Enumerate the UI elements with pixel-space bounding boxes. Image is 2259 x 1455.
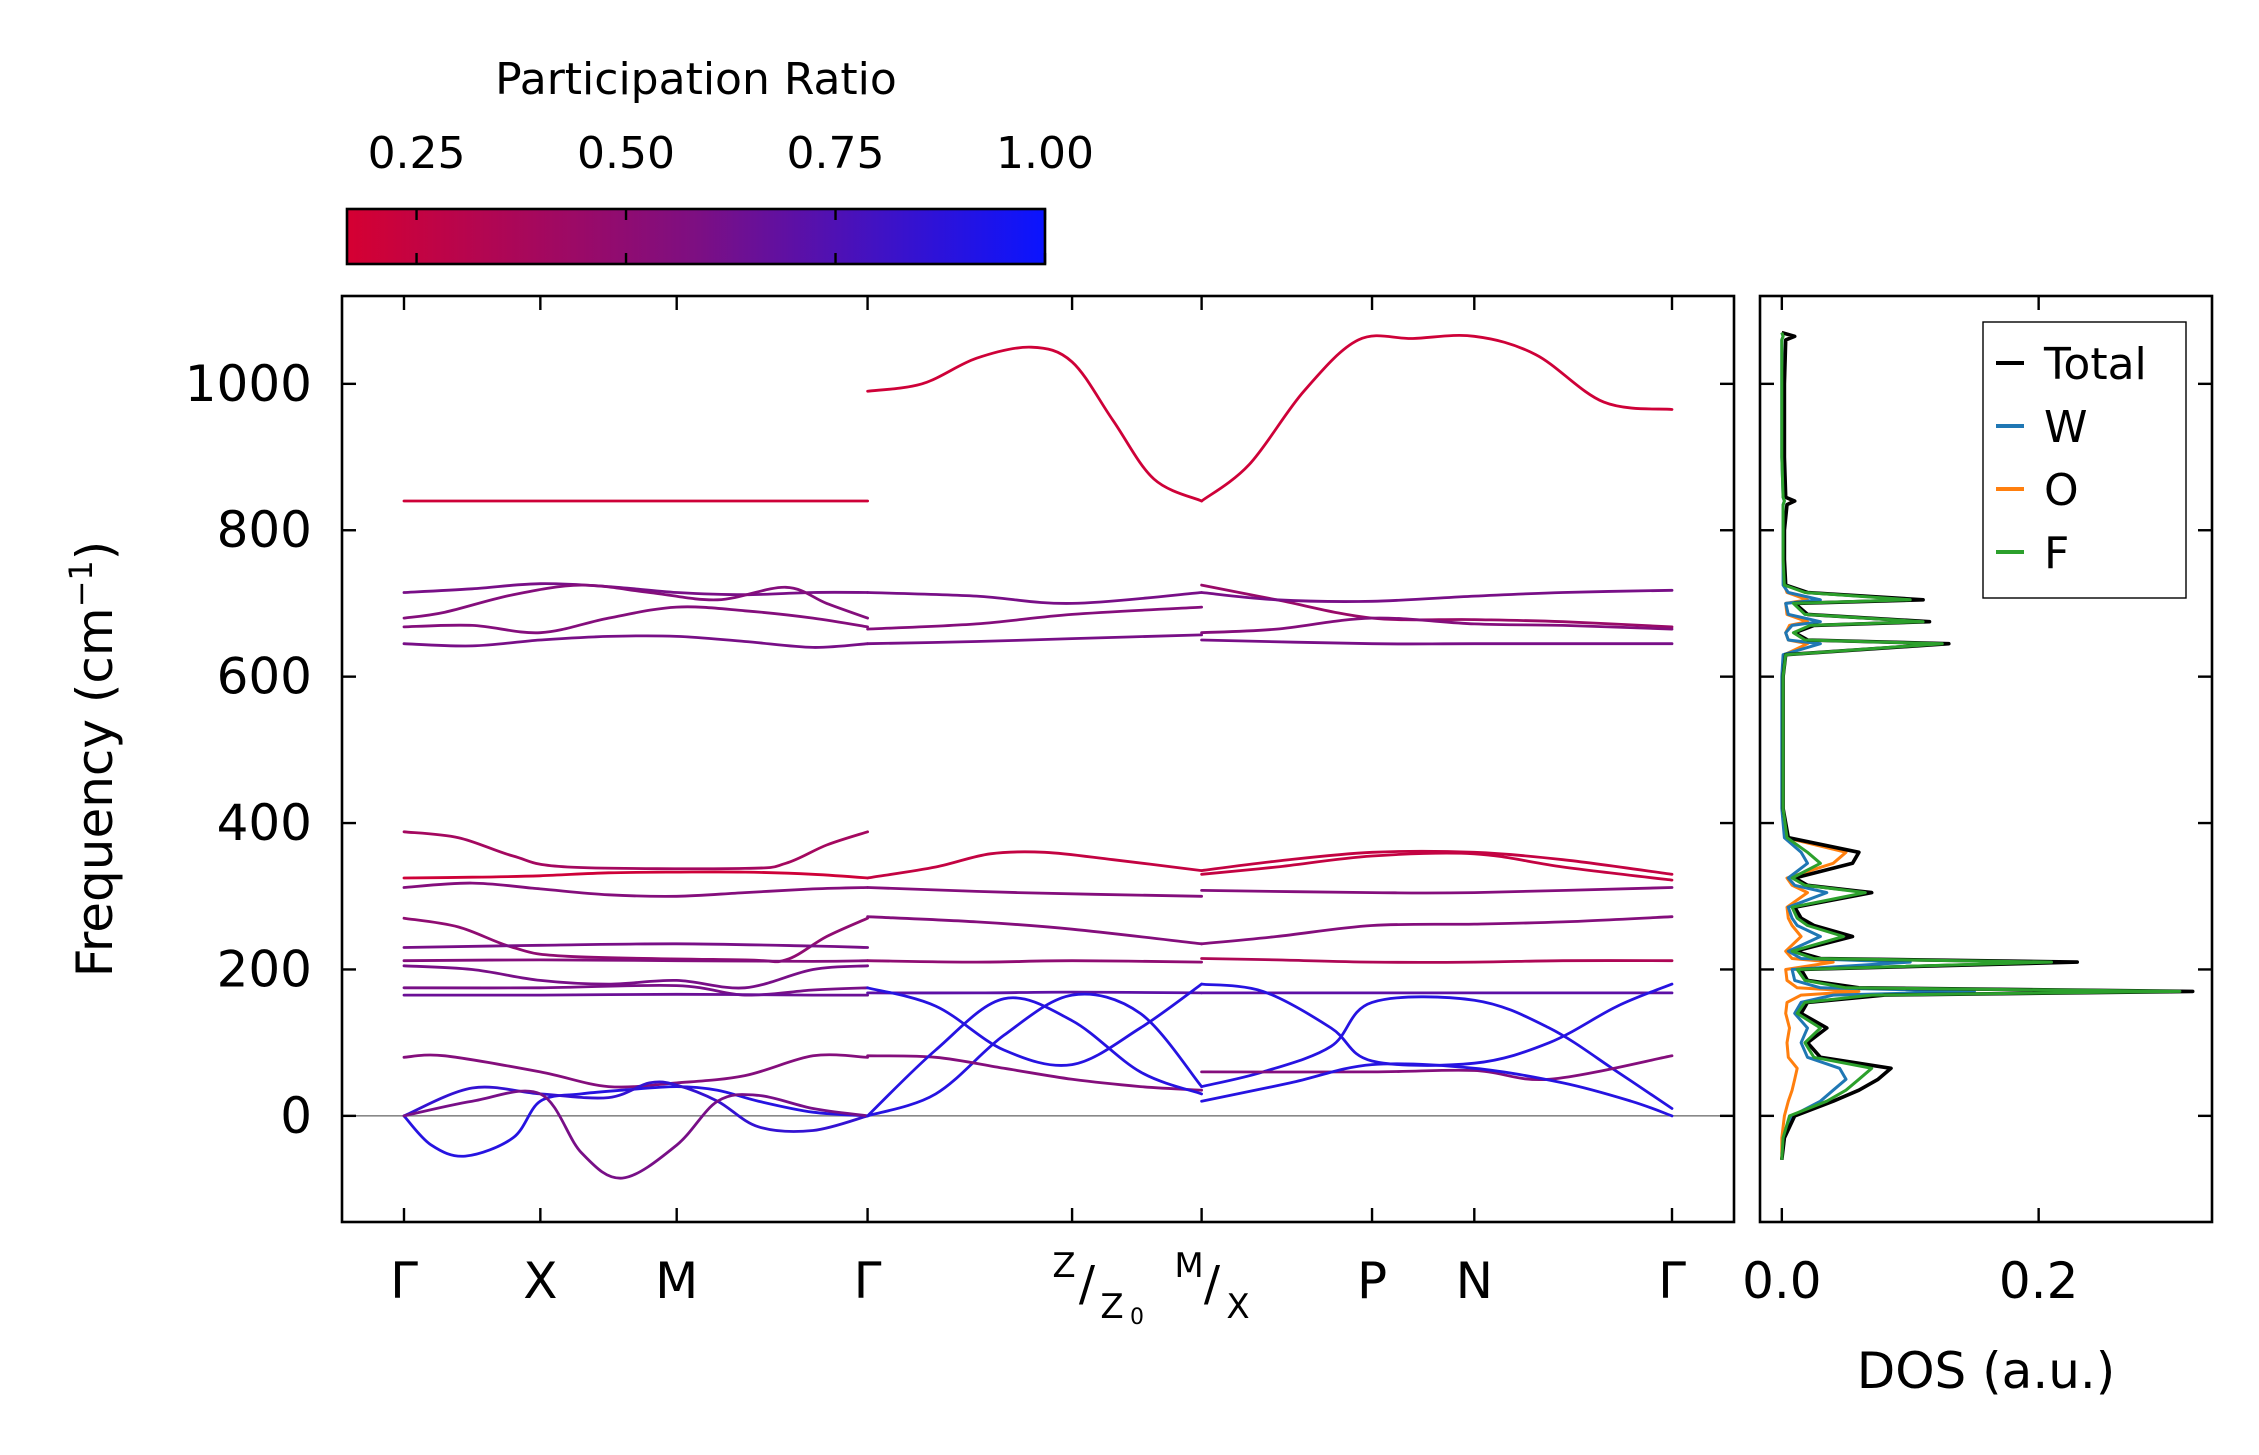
legend-label-o: O xyxy=(2044,465,2079,516)
band-y-tick-label: 400 xyxy=(217,794,312,852)
kpath-slash-1: / xyxy=(1079,1256,1096,1312)
phonon-band-seg3-8 xyxy=(1200,886,1674,895)
phonon-band-seg1-4 xyxy=(402,605,869,635)
kpath-label-z-z0: Z / Z 0 xyxy=(1052,1246,1144,1330)
dos-curve-o xyxy=(1780,331,1861,1160)
kpath-label-x: X xyxy=(523,1252,557,1310)
phonon-band-seg2-5 xyxy=(866,850,1203,880)
phonon-band-seg2-11 xyxy=(866,992,1203,1118)
band-x-ticks xyxy=(402,296,1674,1222)
kpath-label-m-x: M / X xyxy=(1174,1246,1249,1327)
ylabel-main: Frequency (cm xyxy=(66,607,124,977)
phonon-band-seg2-7 xyxy=(866,915,1203,946)
phonon-band-seg3-10 xyxy=(1200,957,1674,964)
colorbar-tick-label: 1.00 xyxy=(996,128,1094,179)
phonon-band-seg1-5 xyxy=(402,634,869,649)
kpath-slash-2: / xyxy=(1204,1256,1221,1312)
phonon-band-seg1-12 xyxy=(402,964,869,990)
legend-label-f: F xyxy=(2044,528,2069,579)
dos-panel: 0.0 0.2 DOS (a.u.) Total WOF xyxy=(1742,294,2214,1400)
phonon-band-seg2-1 xyxy=(866,345,1203,503)
phonon-band-seg2-4 xyxy=(866,633,1203,646)
colorbar-ticks xyxy=(415,209,1047,264)
ylabel-end: ) xyxy=(66,541,124,561)
phonon-band-seg1-10 xyxy=(402,942,869,949)
legend-label-w: W xyxy=(2044,402,2088,453)
phonon-band-seg1-7 xyxy=(402,870,869,880)
phonon-band-seg2-6 xyxy=(866,886,1203,898)
kpath-label-gamma-3: Γ xyxy=(1658,1252,1686,1310)
band-y-ticks: 0 200 400 600 800 1000 xyxy=(185,355,2212,1145)
dos-curve-f xyxy=(1780,332,2182,1160)
phonon-band-seg2-9 xyxy=(866,990,1203,995)
legend-label-total: Total xyxy=(2043,339,2147,390)
dos-x-tick-label: 0.0 xyxy=(1742,1252,1822,1310)
colorbar-tick-labels: 0.25 0.50 0.75 1.00 xyxy=(368,128,1094,179)
phonon-band-seg1-13 xyxy=(402,983,869,997)
phonon-band-seg3-5 xyxy=(1200,638,1674,646)
phonon-band-seg3-4 xyxy=(1200,616,1674,635)
phonon-band-seg3-3 xyxy=(1200,588,1674,603)
colorbar-label: Participation Ratio xyxy=(495,54,897,105)
kpath-label-n: N xyxy=(1456,1252,1493,1310)
phonon-band-seg2-2 xyxy=(866,591,1203,605)
colorbar-gradient xyxy=(345,207,1047,266)
phonon-band-seg1-18 xyxy=(402,1089,869,1180)
phonon-band-seg1-9 xyxy=(402,916,869,964)
band-y-tick-label: 0 xyxy=(280,1087,312,1145)
band-axes-frame xyxy=(340,294,1736,1224)
phonon-band-seg3-7 xyxy=(1200,851,1674,882)
kpath-label-m: M xyxy=(655,1252,698,1310)
phonon-band-seg1-2 xyxy=(402,582,869,597)
phonon-band-seg3-13 xyxy=(1200,995,1674,1110)
phonon-band-seg2-10 xyxy=(866,982,1203,1067)
colorbar-tick-label: 0.75 xyxy=(787,128,885,179)
phonon-band-seg3-15 xyxy=(1200,1062,1674,1118)
kpath-label-gamma-1: Γ xyxy=(390,1252,418,1310)
dos-x-axis-label: DOS (a.u.) xyxy=(1857,1342,2116,1400)
phonon-band-seg2-3 xyxy=(866,605,1203,631)
phonon-band-seg3-1 xyxy=(1200,334,1674,503)
kpath-z0-sub: 0 xyxy=(1130,1305,1144,1330)
kpath-m: M xyxy=(1174,1246,1203,1286)
band-y-tick-label: 800 xyxy=(217,501,312,559)
colorbar: Participation Ratio 0.25 0.50 0.75 1.00 xyxy=(345,54,1094,266)
band-y-tick-label: 600 xyxy=(217,648,312,706)
kpath-label-gamma-2: Γ xyxy=(854,1252,882,1310)
kpath-z: Z xyxy=(1052,1246,1075,1286)
dos-ticks: 0.0 0.2 xyxy=(1742,296,2078,1310)
band-y-axis-label: Frequency (cm−1) xyxy=(62,541,124,978)
phonon-band-seg3-6 xyxy=(1200,849,1674,876)
band-y-tick-label: 1000 xyxy=(185,355,312,413)
phonon-band-seg1-8 xyxy=(402,881,869,898)
phonon-band-seg1-11 xyxy=(402,958,869,963)
ylabel-superscript: −1 xyxy=(62,560,100,607)
dos-x-tick-label: 0.2 xyxy=(1999,1252,2079,1310)
phonon-bands xyxy=(402,334,1674,1180)
phonon-band-seg2-8 xyxy=(866,959,1203,964)
phonon-band-seg1-15 xyxy=(402,1053,869,1089)
phonon-band-seg1-17 xyxy=(402,1080,869,1133)
band-y-tick-label: 200 xyxy=(217,940,312,998)
colorbar-tick-label: 0.50 xyxy=(577,128,675,179)
phonon-band-seg3-14 xyxy=(1200,1054,1674,1082)
kpath-label-p: P xyxy=(1357,1252,1387,1310)
dos-axes-frame xyxy=(1758,294,2214,1224)
dos-curves xyxy=(1780,330,2195,1161)
phonon-band-seg2-13 xyxy=(866,996,1203,1118)
kpath-x: X xyxy=(1226,1287,1249,1327)
phonon-band-seg1-3 xyxy=(402,583,869,620)
phonon-band-seg1-14 xyxy=(402,992,869,997)
phonon-band-seg3-9 xyxy=(1200,915,1674,946)
phonon-band-seg1-16 xyxy=(402,1085,869,1158)
phonon-band-seg1-6 xyxy=(402,830,869,871)
colorbar-tick-label: 0.25 xyxy=(368,128,466,179)
dos-legend: Total WOF xyxy=(1982,321,2187,599)
kpath-z0: Z xyxy=(1100,1287,1123,1327)
